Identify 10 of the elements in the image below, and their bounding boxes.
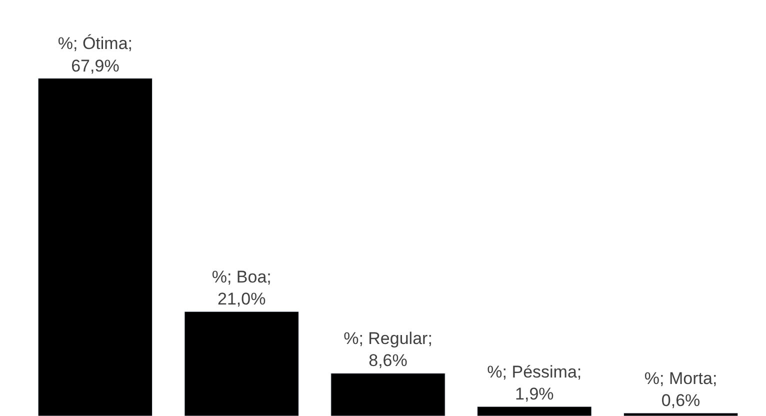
bar bbox=[184, 311, 299, 416]
bar bbox=[623, 412, 738, 416]
data-label: %; Péssima; 1,9% bbox=[487, 362, 582, 404]
bar bbox=[38, 78, 153, 416]
bar bbox=[330, 372, 446, 416]
data-label: %; Morta; 0,6% bbox=[644, 368, 718, 410]
data-label: %; Regular; 8,6% bbox=[344, 329, 432, 370]
data-label: %; Boa; 21,0% bbox=[212, 267, 272, 309]
data-label: %; Ótima; 67,9% bbox=[58, 34, 133, 76]
bar bbox=[477, 406, 592, 416]
